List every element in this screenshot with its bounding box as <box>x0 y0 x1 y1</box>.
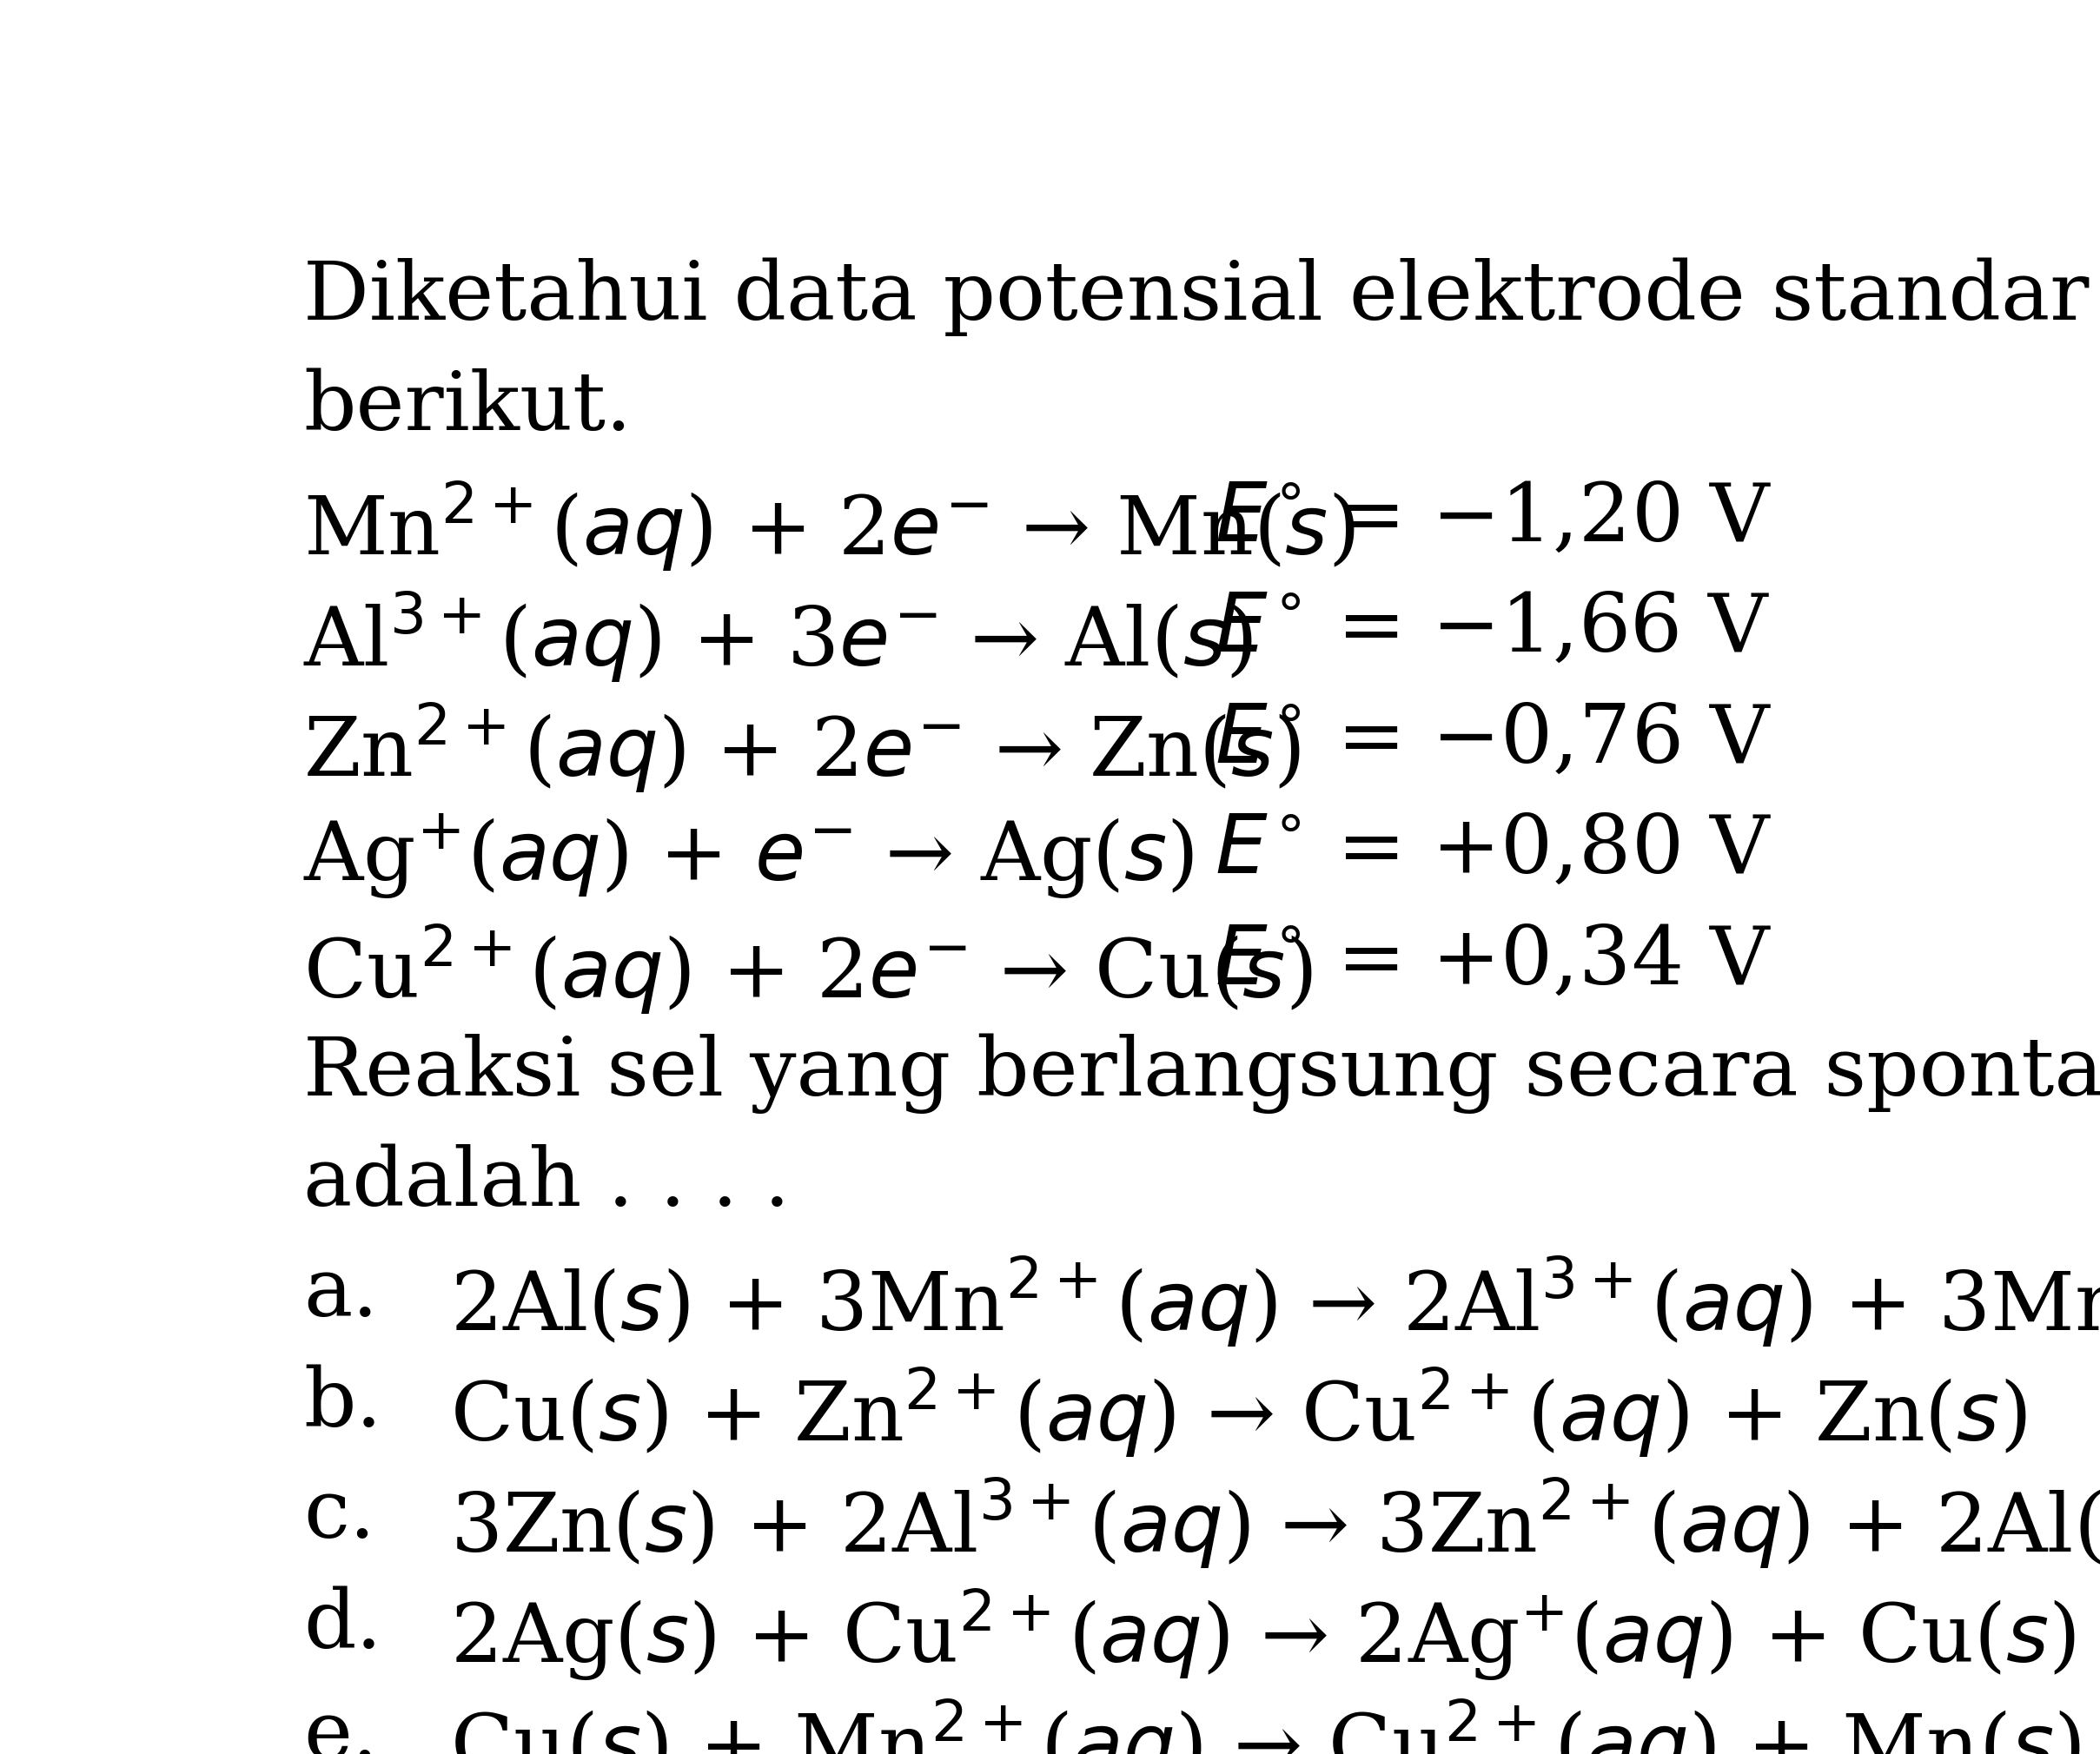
Text: Reaksi sel yang berlangsung secara spontan: Reaksi sel yang berlangsung secara spont… <box>302 1033 2100 1114</box>
Text: $E^{\circ}$ = −0,76 V: $E^{\circ}$ = −0,76 V <box>1214 702 1772 779</box>
Text: $E^{\circ}$ = −1,20 V: $E^{\circ}$ = −1,20 V <box>1214 479 1772 558</box>
Text: $E^{\circ}$ = −1,66 V: $E^{\circ}$ = −1,66 V <box>1214 589 1770 668</box>
Text: $E^{\circ}$ = +0,80 V: $E^{\circ}$ = +0,80 V <box>1214 812 1772 889</box>
Text: $E^{\circ}$ = +0,34 V: $E^{\circ}$ = +0,34 V <box>1214 923 1772 1000</box>
Text: a.: a. <box>302 1254 378 1333</box>
Text: Cu($s$) + Mn$^{2+}$($aq$) → Cu$^{2+}$($aq$) + Mn($s$): Cu($s$) + Mn$^{2+}$($aq$) → Cu$^{2+}$($a… <box>449 1698 2081 1754</box>
Text: adalah . . . .: adalah . . . . <box>302 1144 790 1223</box>
Text: 2Al($s$) + 3Mn$^{2+}$($aq$) → 2Al$^{3+}$($aq$) + 3Mn: 2Al($s$) + 3Mn$^{2+}$($aq$) → 2Al$^{3+}$… <box>449 1254 2100 1349</box>
Text: Mn$^{2+}$($aq$) + 2$e^{-}$ → Mn($s$): Mn$^{2+}$($aq$) + 2$e^{-}$ → Mn($s$) <box>302 479 1354 574</box>
Text: c.: c. <box>302 1475 376 1554</box>
Text: Al$^{3+}$($aq$) + 3$e^{-}$ → Al($s$): Al$^{3+}$($aq$) + 3$e^{-}$ → Al($s$) <box>302 589 1252 684</box>
Text: e.: e. <box>302 1698 378 1754</box>
Text: b.: b. <box>302 1365 382 1444</box>
Text: Ag$^{+}$($aq$) + $e^{-}$ → Ag($s$): Ag$^{+}$($aq$) + $e^{-}$ → Ag($s$) <box>302 812 1195 902</box>
Text: 3Zn($s$) + 2Al$^{3+}$($aq$) → 3Zn$^{2+}$($aq$) + 2Al($s$): 3Zn($s$) + 2Al$^{3+}$($aq$) → 3Zn$^{2+}$… <box>449 1475 2100 1572</box>
Text: Cu$^{2+}$($aq$) + 2$e^{-}$ → Cu($s$): Cu$^{2+}$($aq$) + 2$e^{-}$ → Cu($s$) <box>302 923 1312 1016</box>
Text: Cu($s$) + Zn$^{2+}$($aq$) → Cu$^{2+}$($aq$) + Zn($s$): Cu($s$) + Zn$^{2+}$($aq$) → Cu$^{2+}$($a… <box>449 1365 2026 1459</box>
Text: Diketahui data potensial elektrode standar: Diketahui data potensial elektrode stand… <box>302 258 2090 337</box>
Text: Zn$^{2+}$($aq$) + 2$e^{-}$ → Zn($s$): Zn$^{2+}$($aq$) + 2$e^{-}$ → Zn($s$) <box>302 702 1300 795</box>
Text: berikut.: berikut. <box>302 368 632 447</box>
Text: d.: d. <box>302 1587 382 1665</box>
Text: 2Ag($s$) + Cu$^{2+}$($aq$) → 2Ag$^{+}$($aq$) + Cu($s$): 2Ag($s$) + Cu$^{2+}$($aq$) → 2Ag$^{+}$($… <box>449 1587 2075 1682</box>
